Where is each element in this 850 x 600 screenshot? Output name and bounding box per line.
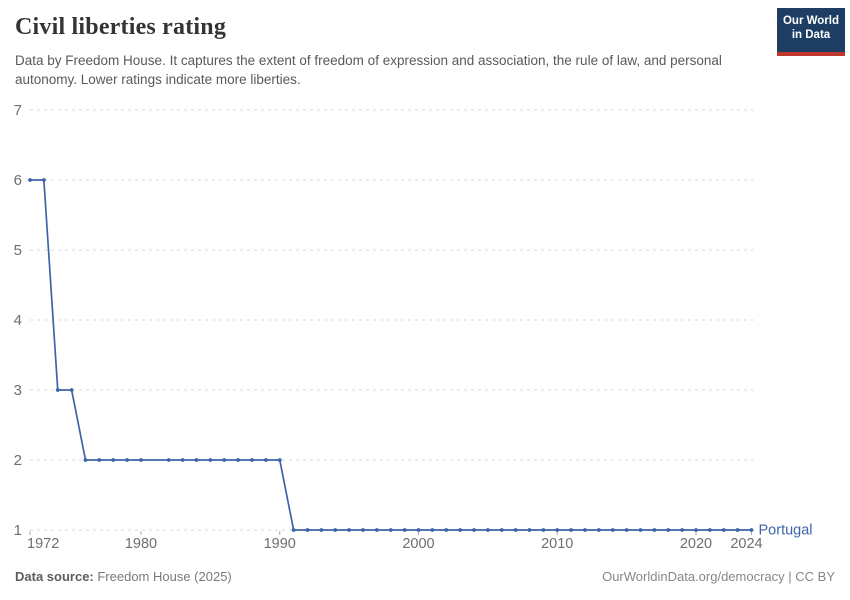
data-point[interactable] bbox=[472, 528, 476, 532]
x-axis-label: 2000 bbox=[402, 536, 434, 552]
data-point[interactable] bbox=[555, 528, 560, 532]
data-point[interactable] bbox=[277, 458, 282, 462]
data-point[interactable] bbox=[721, 528, 726, 532]
y-axis-label: 1 bbox=[14, 522, 22, 539]
data-point[interactable] bbox=[291, 528, 296, 532]
owid-logo-line1: Our World bbox=[782, 15, 839, 27]
data-point[interactable] bbox=[347, 528, 352, 532]
data-point[interactable] bbox=[250, 458, 254, 462]
owid-logo[interactable]: Our World in Data bbox=[777, 8, 845, 56]
data-point[interactable] bbox=[652, 528, 657, 532]
y-axis-label: 3 bbox=[14, 382, 22, 399]
data-point[interactable] bbox=[624, 528, 629, 532]
data-point[interactable] bbox=[638, 528, 643, 532]
data-point[interactable] bbox=[166, 458, 171, 462]
footer-links: OurWorldinData.org/democracy | CC BY bbox=[602, 569, 835, 584]
data-point[interactable] bbox=[208, 458, 213, 462]
x-axis-label: 1972 bbox=[27, 536, 59, 552]
y-axis-label: 7 bbox=[14, 102, 22, 119]
data-point[interactable] bbox=[694, 528, 698, 532]
data-point[interactable] bbox=[361, 528, 365, 532]
data-point[interactable] bbox=[139, 458, 143, 462]
data-point[interactable] bbox=[41, 178, 46, 182]
data-point[interactable] bbox=[180, 458, 185, 462]
data-point[interactable] bbox=[583, 528, 587, 532]
data-point[interactable] bbox=[430, 528, 435, 532]
series-entity-label[interactable]: Portugal bbox=[759, 523, 813, 539]
data-point[interactable] bbox=[749, 528, 754, 532]
y-axis-label: 5 bbox=[14, 242, 22, 259]
owid-logo-line2: in Data bbox=[791, 28, 831, 41]
data-point[interactable] bbox=[97, 458, 102, 462]
x-axis-label: 2020 bbox=[680, 536, 712, 552]
data-point[interactable] bbox=[513, 528, 518, 532]
data-point[interactable] bbox=[305, 528, 310, 532]
license-link[interactable]: CC BY bbox=[795, 569, 835, 584]
data-point[interactable] bbox=[374, 528, 379, 532]
data-source-value: Freedom House (2025) bbox=[93, 569, 232, 584]
data-point[interactable] bbox=[111, 458, 116, 462]
data-point[interactable] bbox=[222, 458, 227, 462]
data-point[interactable] bbox=[610, 528, 615, 532]
data-point[interactable] bbox=[735, 528, 740, 532]
y-axis-label: 4 bbox=[14, 312, 22, 329]
x-axis-label: 1980 bbox=[125, 536, 157, 552]
data-point[interactable] bbox=[541, 528, 546, 532]
data-point[interactable] bbox=[402, 528, 407, 532]
series-line-portugal[interactable] bbox=[30, 179, 752, 531]
data-point[interactable] bbox=[125, 458, 130, 462]
data-point[interactable] bbox=[444, 528, 449, 532]
data-point[interactable] bbox=[194, 458, 199, 462]
chart-subtitle: Data by Freedom House. It captures the e… bbox=[15, 53, 722, 87]
data-point[interactable] bbox=[83, 458, 88, 462]
y-axis-label: 2 bbox=[14, 452, 22, 469]
owid-logo-red-bar bbox=[777, 52, 845, 56]
data-point[interactable] bbox=[69, 388, 74, 392]
data-point[interactable] bbox=[666, 528, 671, 532]
x-axis-label: 1990 bbox=[264, 536, 296, 552]
data-point[interactable] bbox=[55, 388, 60, 392]
data-point[interactable] bbox=[680, 528, 685, 532]
data-point[interactable] bbox=[28, 178, 32, 182]
x-axis-label: 2010 bbox=[541, 536, 573, 552]
data-point[interactable] bbox=[485, 528, 490, 532]
data-point[interactable] bbox=[388, 528, 393, 532]
x-axis-label: 2024 bbox=[730, 536, 762, 552]
data-source: Data source: Freedom House (2025) bbox=[15, 569, 232, 584]
data-point[interactable] bbox=[458, 528, 463, 532]
data-point[interactable] bbox=[333, 528, 338, 532]
y-axis-label: 6 bbox=[14, 172, 22, 189]
data-point[interactable] bbox=[527, 528, 532, 532]
line-chart: 1 2 3 4 5 6 7 1972 1980 1990 2000 2010 2020 2024Portu… bbox=[14, 102, 813, 552]
data-point[interactable] bbox=[236, 458, 241, 462]
data-point[interactable] bbox=[596, 528, 601, 532]
data-source-label: Data source: bbox=[15, 569, 94, 584]
data-point[interactable] bbox=[319, 528, 324, 532]
owid-url-link[interactable]: OurWorldinData.org/democracy bbox=[602, 569, 785, 584]
footer-separator: | bbox=[784, 569, 796, 584]
data-point[interactable] bbox=[569, 528, 574, 532]
data-point[interactable] bbox=[416, 528, 421, 532]
data-point[interactable] bbox=[707, 528, 712, 532]
data-point[interactable] bbox=[499, 528, 504, 532]
data-point[interactable] bbox=[263, 458, 268, 462]
page-title: Civil liberties rating bbox=[15, 14, 227, 40]
